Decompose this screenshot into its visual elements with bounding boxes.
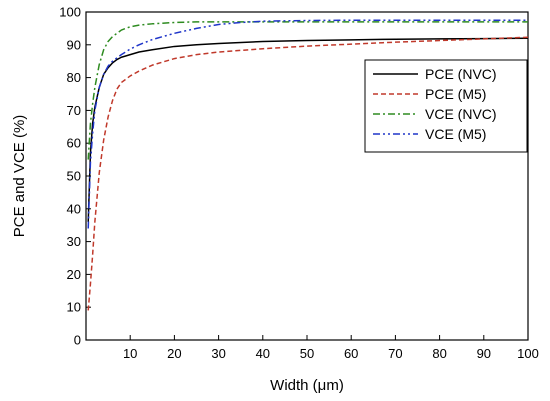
legend-items: PCE (NVC) PCE (M5) VCE (NVC) VCE (M5) <box>373 66 497 142</box>
y-tick-label: 60 <box>67 136 81 151</box>
x-tick-label: 100 <box>517 346 539 361</box>
series-line <box>87 36 529 311</box>
x-tick-label: 10 <box>123 346 137 361</box>
y-tick-label: 0 <box>74 333 81 348</box>
y-tick-label: 50 <box>67 169 81 184</box>
y-tick-label: 70 <box>67 103 81 118</box>
ticks-layer: 0 10 20 30 40 50 60 70 80 90 100 10 20 30 40 50 60 70 80 90… <box>59 5 539 362</box>
series-line <box>87 19 528 229</box>
y-tick-label: 20 <box>67 267 81 282</box>
x-tick-label: 70 <box>388 346 402 361</box>
y-tick-label: 100 <box>59 5 81 20</box>
legend: PCE (NVC) PCE (M5) VCE (NVC) VCE (M5) <box>364 59 528 153</box>
x-tick-label: 20 <box>167 346 181 361</box>
y-tick-label: 40 <box>67 201 81 216</box>
series-layer <box>87 19 529 311</box>
x-tick-label: 90 <box>477 346 491 361</box>
x-tick-label: 60 <box>344 346 358 361</box>
y-tick-label: 90 <box>67 37 81 52</box>
legend-label: VCE (NVC) <box>425 106 497 122</box>
y-tick-label: 30 <box>67 234 81 249</box>
legend-label: PCE (NVC) <box>425 66 497 82</box>
y-axis-title: PCE and VCE (%) <box>11 115 28 238</box>
y-tick-label: 80 <box>67 70 81 85</box>
x-axis-title: Width (μm) <box>270 377 344 394</box>
x-tick-label: 30 <box>211 346 225 361</box>
y-tick-label: 10 <box>67 300 81 315</box>
legend-box <box>364 59 528 153</box>
x-tick-label: 50 <box>300 346 314 361</box>
series-line <box>87 21 528 160</box>
x-tick-label: 40 <box>256 346 270 361</box>
x-tick-label: 80 <box>432 346 446 361</box>
legend-label: VCE (M5) <box>425 126 486 142</box>
legend-label: PCE (M5) <box>425 86 486 102</box>
series-line <box>87 37 529 222</box>
